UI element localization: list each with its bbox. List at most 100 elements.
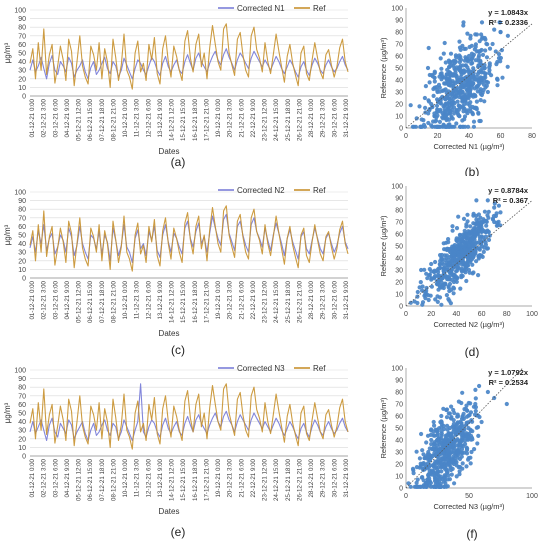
scatter-point bbox=[464, 263, 469, 268]
scatter-point bbox=[460, 390, 465, 395]
x-tick-label: 02-12-21 3:00 bbox=[41, 458, 48, 497]
scatter-point bbox=[447, 122, 452, 127]
scatter-point bbox=[444, 434, 449, 439]
scatter-point bbox=[474, 99, 479, 104]
x-tick-label: 01-12-21 0:00 bbox=[29, 98, 36, 137]
scatter-point bbox=[432, 423, 437, 428]
scatter-point bbox=[473, 42, 478, 47]
scatter-point bbox=[492, 205, 497, 210]
y-tick-label: 90 bbox=[395, 196, 403, 203]
scatter-point bbox=[458, 84, 463, 89]
scatter-point bbox=[439, 413, 444, 419]
scatter-point bbox=[437, 89, 442, 94]
scatter-point bbox=[455, 85, 460, 91]
x-tick-label: 15-12-21 15:00 bbox=[180, 98, 187, 141]
x-axis-title: Dates bbox=[159, 329, 180, 338]
trendline bbox=[405, 23, 533, 129]
scatter-point bbox=[449, 258, 454, 263]
scatter-point bbox=[431, 86, 436, 92]
scatter-point bbox=[464, 222, 469, 227]
scatter-point bbox=[463, 98, 468, 103]
y-tick-label: 60 bbox=[18, 224, 26, 231]
x-tick-label: 24-12-21 15:00 bbox=[273, 98, 280, 141]
scatter-point bbox=[436, 452, 441, 457]
y-tick-label: 100 bbox=[391, 184, 403, 191]
scatter-point bbox=[465, 31, 470, 36]
scatter-point bbox=[478, 98, 483, 103]
scatter-point bbox=[446, 455, 451, 460]
y-tick-label: 90 bbox=[18, 376, 26, 383]
x-tick-label: 12-12-21 6:00 bbox=[145, 280, 152, 319]
scatter-point bbox=[463, 441, 468, 447]
scatter-point bbox=[423, 296, 428, 301]
scatter-point bbox=[424, 291, 429, 297]
scatter-point bbox=[426, 45, 431, 51]
scatter-point bbox=[444, 72, 449, 77]
x-tick-label: 0 bbox=[404, 133, 408, 140]
x-axis-title: Dates bbox=[159, 507, 180, 516]
x-tick-label: 25-12-21 18:00 bbox=[285, 280, 292, 323]
y-tick-label: 70 bbox=[395, 402, 403, 409]
scatter-point bbox=[441, 475, 447, 480]
scatter-point bbox=[457, 472, 462, 477]
scatter-point bbox=[462, 58, 467, 63]
scatter-point bbox=[479, 36, 484, 41]
scatter-point bbox=[454, 226, 460, 231]
scatter-point bbox=[466, 435, 471, 440]
scatter-point bbox=[431, 93, 436, 98]
scatter-point bbox=[424, 271, 429, 276]
scatter-point bbox=[484, 223, 489, 228]
x-tick-label: 20-12-21 3:00 bbox=[227, 280, 234, 319]
scatter-point bbox=[464, 108, 470, 113]
scatter-point bbox=[460, 118, 465, 123]
x-tick-label: 07-12-21 18:00 bbox=[99, 458, 106, 501]
scatter-point bbox=[450, 424, 455, 429]
scatter-point bbox=[443, 87, 448, 92]
x-tick-label: 03-12-21 6:00 bbox=[52, 98, 59, 137]
y-tick-label: 10 bbox=[18, 85, 26, 92]
x-tick-label: 100 bbox=[526, 493, 538, 500]
scatter-point bbox=[483, 71, 488, 76]
scatter-point bbox=[472, 447, 477, 452]
scatter-point bbox=[451, 99, 456, 104]
scatter-point bbox=[410, 466, 416, 471]
series-line-ref bbox=[29, 205, 349, 272]
x-tick-label: 40 bbox=[465, 133, 473, 140]
y-tick-label: 0 bbox=[22, 94, 26, 101]
scatter-point bbox=[461, 124, 466, 129]
scatter-point bbox=[458, 286, 463, 291]
scatter-point bbox=[423, 105, 428, 110]
scatter-point bbox=[473, 396, 478, 401]
scatter-point bbox=[464, 278, 469, 284]
scatter-point bbox=[474, 217, 479, 222]
scatter-point bbox=[462, 94, 467, 99]
scatter-point bbox=[468, 33, 473, 38]
y-tick-label: 80 bbox=[395, 30, 403, 37]
scatter-point bbox=[445, 67, 450, 72]
scatter-point bbox=[496, 52, 502, 57]
scatter-point bbox=[433, 259, 438, 265]
panel-label: (a) bbox=[171, 155, 186, 169]
y-tick-label: 50 bbox=[18, 411, 26, 418]
x-tick-label: 15-12-21 15:00 bbox=[180, 280, 187, 323]
scatter-point bbox=[473, 408, 478, 414]
scatter-point bbox=[429, 442, 434, 447]
x-tick-label: 04-12-21 9:00 bbox=[64, 98, 71, 137]
x-tick-label: 0 bbox=[404, 493, 408, 500]
scatter-point bbox=[459, 266, 465, 271]
scatter-point bbox=[455, 239, 460, 244]
x-tick-label: 06-12-21 15:00 bbox=[87, 280, 94, 323]
scatter-point bbox=[434, 465, 439, 470]
scatter-point bbox=[431, 429, 436, 434]
scatter-point bbox=[448, 51, 454, 56]
scatter-point bbox=[467, 270, 472, 275]
x-tick-label: 04-12-21 9:00 bbox=[64, 458, 71, 497]
x-tick-label: 08-12-21 21:00 bbox=[110, 458, 117, 501]
scatter-point bbox=[432, 75, 437, 80]
scatter-point bbox=[483, 48, 488, 53]
scatter-point bbox=[498, 210, 503, 215]
x-tick-label: 14-12-21 12:00 bbox=[169, 280, 176, 323]
scatter-point bbox=[419, 117, 424, 122]
